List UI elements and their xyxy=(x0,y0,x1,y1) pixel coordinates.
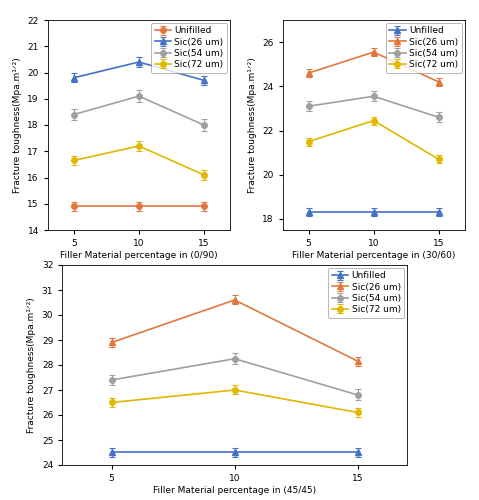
Legend: Unfilled, Sic(26 um), Sic(54 um), Sic(72 um): Unfilled, Sic(26 um), Sic(54 um), Sic(72… xyxy=(386,22,462,72)
X-axis label: Filler Material percentage in (45/45)
$_{\mathregular{8 Layer}}$: Filler Material percentage in (45/45) $_… xyxy=(153,486,316,500)
Y-axis label: Fracture toughness(Mpa.m¹ᐟ²): Fracture toughness(Mpa.m¹ᐟ²) xyxy=(27,297,36,433)
Title: (b): (b) xyxy=(366,314,381,324)
Y-axis label: Fracture toughness(Mpa.m¹ᐟ²): Fracture toughness(Mpa.m¹ᐟ²) xyxy=(13,57,22,193)
X-axis label: Filler Material percentage in (30/60)
$_{\mathregular{8 Layer}}$: Filler Material percentage in (30/60) $_… xyxy=(292,251,456,272)
Legend: Unfilled, Sic(26 um), Sic(54 um), Sic(72 um): Unfilled, Sic(26 um), Sic(54 um), Sic(72… xyxy=(328,268,404,318)
X-axis label: Filler Material percentage in (0/90)
$_{\mathregular{8 Layer}}$: Filler Material percentage in (0/90) $_{… xyxy=(60,251,218,272)
Legend: Unifilled, Sic(26 um), Sic(54 um), Sic(72 um): Unifilled, Sic(26 um), Sic(54 um), Sic(7… xyxy=(151,22,227,72)
Title: (a): (a) xyxy=(131,314,147,324)
Y-axis label: Fracture toughness(Mpa.m¹ᐟ²): Fracture toughness(Mpa.m¹ᐟ²) xyxy=(248,57,257,193)
